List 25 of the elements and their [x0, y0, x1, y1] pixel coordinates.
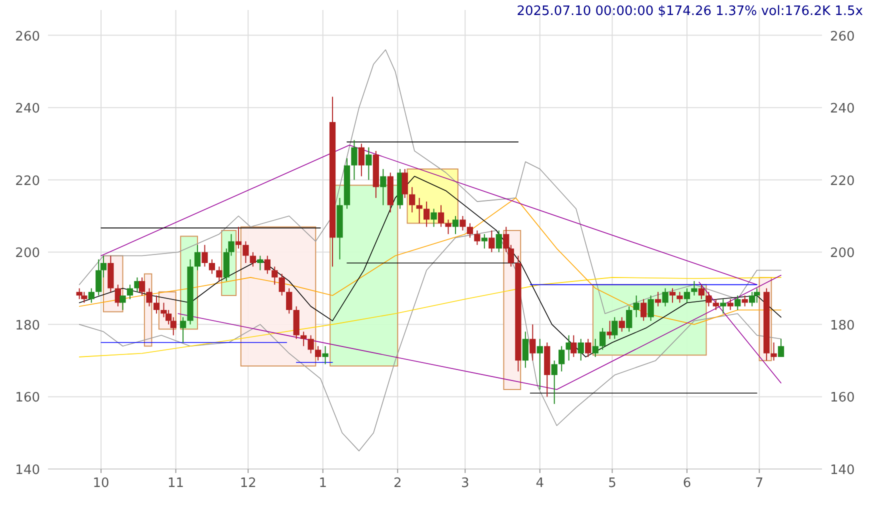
y2-tick-label: 140: [830, 463, 855, 478]
x-tick-label: 5: [608, 476, 616, 491]
x-tick-label: 2: [393, 476, 402, 491]
y-tick-label: 160: [15, 390, 40, 406]
x-tick-label: 7: [755, 476, 764, 491]
y-tick-label: 240: [15, 102, 40, 117]
y-tick-label: 220: [15, 174, 40, 189]
y2-tick-label: 160: [830, 390, 855, 406]
x-tick-label: 4: [536, 476, 544, 491]
y2-tick-label: 260: [830, 29, 855, 44]
y-tick-label: 260: [15, 29, 40, 44]
y2-tick-label: 240: [830, 102, 855, 117]
x-tick-label: 11: [168, 476, 184, 491]
y-tick-label: 140: [15, 463, 40, 478]
x-tick-label: 12: [240, 476, 256, 491]
chart-title: 2025.07.10 00:00:00 $174.26 1.37% vol:176.2K 1.5x: [516, 4, 864, 19]
y2-tick-label: 180: [830, 318, 855, 334]
x-tick-label: 3: [461, 476, 470, 491]
x-tick-label: 6: [682, 476, 692, 491]
y2-tick-label: 220: [830, 174, 855, 189]
x-tick-label: 10: [92, 476, 110, 491]
y-tick-label: 200: [15, 246, 40, 262]
x-tick-label: 1: [318, 476, 328, 491]
y-tick-label: 180: [15, 318, 40, 334]
y2-tick-label: 200: [830, 246, 855, 262]
